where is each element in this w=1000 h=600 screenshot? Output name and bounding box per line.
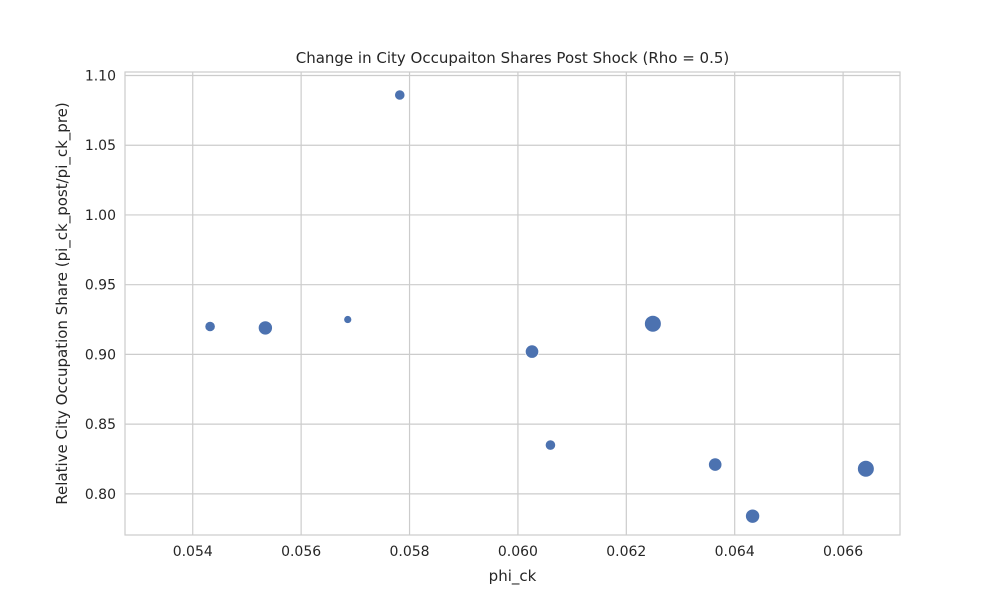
scatter-point xyxy=(857,459,875,478)
x-tick-label: 0.056 xyxy=(281,544,321,560)
scatter-point xyxy=(708,457,723,472)
scatter-point xyxy=(343,315,353,324)
x-tick-label: 0.062 xyxy=(606,544,646,560)
x-tick-label: 0.060 xyxy=(498,544,538,560)
y-tick-label: 1.00 xyxy=(85,208,116,224)
x-tick-label: 0.064 xyxy=(715,544,755,560)
y-axis-label: Relative City Occupation Share (pi_ck_po… xyxy=(53,102,72,505)
scatter-point xyxy=(524,344,540,359)
x-axis-label: phi_ck xyxy=(489,567,537,586)
y-tick-label: 1.05 xyxy=(85,138,116,154)
scatter-point xyxy=(394,89,406,101)
scatter-point xyxy=(544,439,557,451)
scatter-point xyxy=(204,320,216,333)
data-points xyxy=(204,89,875,524)
x-tick-label: 0.058 xyxy=(389,544,429,560)
y-axis-ticks: 0.80 0.85 0.90 0.95 1.00 1.05 1.10 xyxy=(85,68,116,502)
y-tick-label: 0.80 xyxy=(85,487,116,503)
y-tick-label: 0.90 xyxy=(85,347,116,363)
grid-lines xyxy=(125,72,900,535)
scatter-point xyxy=(644,314,662,333)
x-axis-ticks: 0.054 0.056 0.058 0.060 0.062 0.064 0.066 xyxy=(173,544,864,560)
plot-area-frame xyxy=(124,71,901,536)
scatter-point xyxy=(257,320,273,336)
x-tick-label: 0.066 xyxy=(823,544,863,560)
y-tick-label: 1.10 xyxy=(85,68,116,84)
y-tick-label: 0.95 xyxy=(85,278,116,294)
scatter-point xyxy=(745,508,761,524)
x-tick-label: 0.054 xyxy=(173,544,213,560)
y-tick-label: 0.85 xyxy=(85,417,116,433)
chart-title: Change in City Occupaiton Shares Post Sh… xyxy=(296,49,730,67)
